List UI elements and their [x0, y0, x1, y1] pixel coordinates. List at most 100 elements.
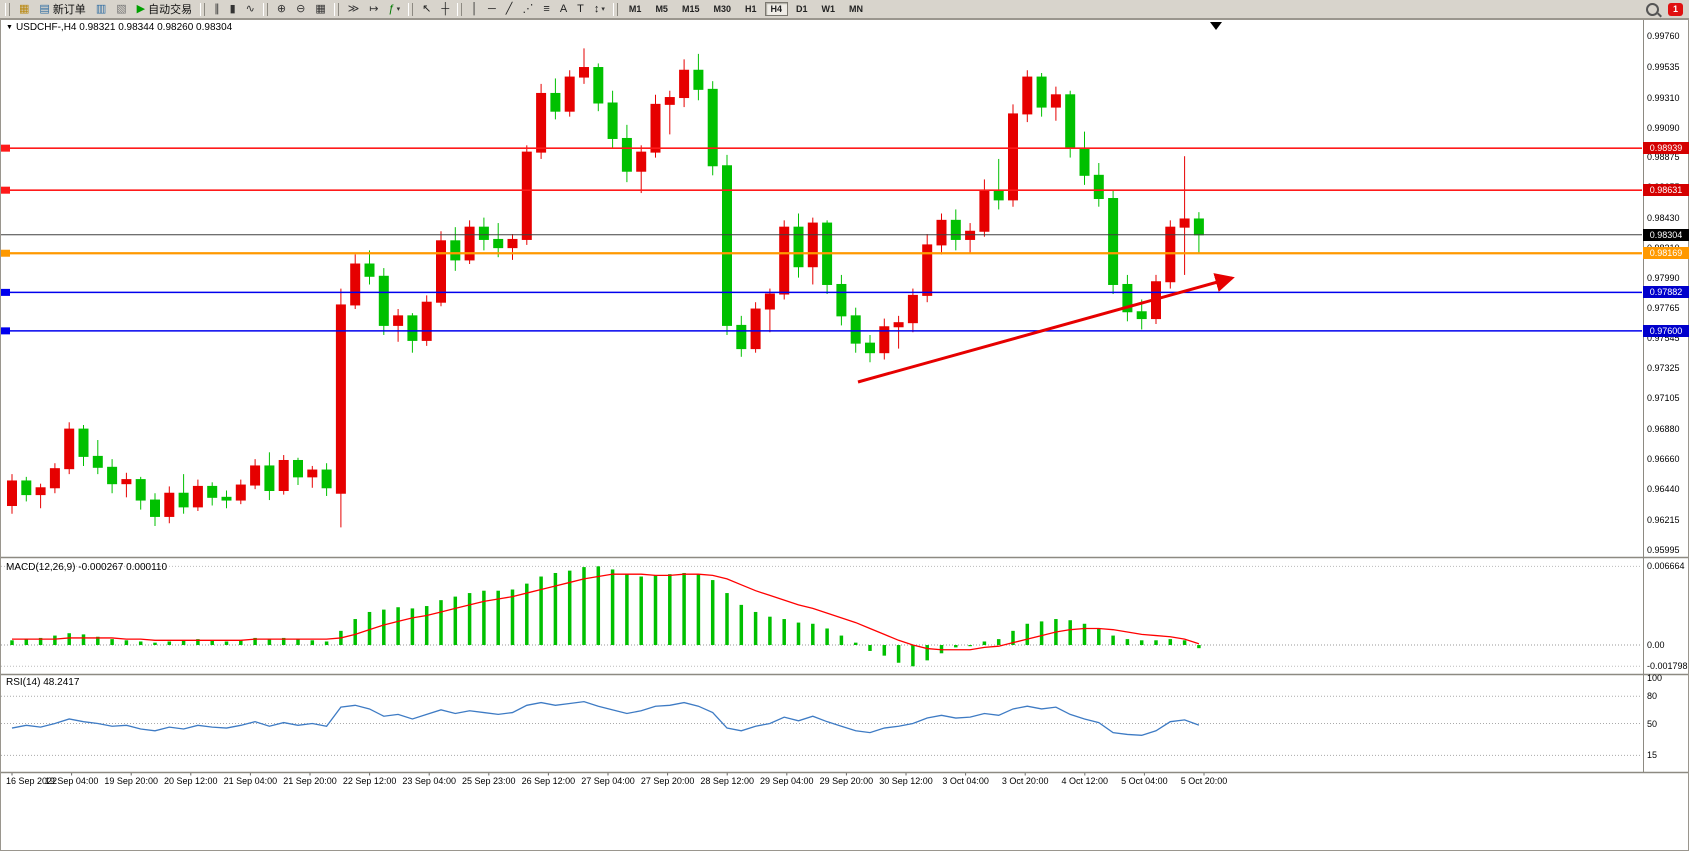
rsi-scale-label: 50 — [1647, 718, 1658, 729]
line-chart-button[interactable]: ∿ — [242, 0, 259, 19]
timeframe-h4-button[interactable]: H4 — [764, 2, 789, 16]
candle-body — [636, 151, 647, 172]
candle-body — [693, 69, 704, 90]
zoom-out-button[interactable]: ⊖ — [292, 0, 309, 19]
macd-histogram-bar — [81, 634, 86, 646]
macd-histogram-bar — [582, 567, 586, 646]
trend-arrow — [857, 273, 1235, 384]
candle-body — [922, 244, 933, 296]
text-icon: A — [559, 2, 568, 15]
macd-histogram-bar — [239, 640, 243, 646]
candle-body — [78, 428, 89, 457]
timeframe-m5-button[interactable]: M5 — [655, 4, 668, 14]
zoom-in-button[interactable]: ⊕ — [273, 0, 290, 19]
candle-body — [707, 88, 718, 167]
macd-scale-label: 0.00 — [1647, 640, 1665, 651]
vertical-line-button[interactable]: │ — [467, 0, 482, 19]
indicators-button[interactable]: ƒ ▾ — [384, 0, 404, 19]
macd-histogram-bar — [625, 574, 629, 646]
cursor-button[interactable]: ↖ — [418, 0, 435, 19]
price-tick: 0.96880 — [1647, 424, 1680, 435]
macd-scale-label: 0.006664 — [1647, 561, 1685, 572]
timeframe-d1-button[interactable]: D1 — [796, 4, 808, 14]
search-button[interactable] — [1642, 0, 1663, 19]
candle-body — [679, 69, 690, 99]
bar-chart-icon: ∥ — [214, 2, 220, 15]
text-button[interactable]: A — [556, 0, 571, 19]
bar-chart-button[interactable]: ∥ — [210, 0, 224, 19]
time-axis-label: 30 Sep 12:00 — [879, 776, 933, 786]
macd-histogram-bar — [196, 639, 200, 646]
macd-histogram-bar — [639, 576, 643, 646]
timeframe-m30-button[interactable]: M30 — [713, 4, 731, 14]
macd-histogram-bar — [281, 637, 286, 646]
navigator-button[interactable]: ▧ — [112, 0, 130, 19]
macd-histogram-bar — [710, 580, 715, 646]
timeframe-m15-button[interactable]: M15 — [681, 4, 700, 14]
candle-body — [1008, 113, 1018, 201]
candlestick-chart-icon: ▮ — [229, 2, 236, 15]
cursor-icon: ↖ — [422, 2, 432, 15]
crosshair-button[interactable]: ┼ — [437, 0, 453, 19]
macd-histogram-bar — [753, 611, 758, 646]
candle-body — [407, 315, 418, 341]
bid-price-badge: 0.98304 — [1643, 228, 1689, 241]
timeframe-mn-button[interactable]: MN — [849, 4, 864, 14]
new-chart-button[interactable]: ▦ — [15, 0, 33, 19]
trendline-button[interactable]: ╱ — [502, 0, 517, 19]
chart-canvas[interactable] — [0, 19, 1689, 851]
fibonacci-button[interactable]: ≡ — [539, 0, 553, 19]
charts-button[interactable]: ▥ — [92, 0, 110, 19]
price-tick: 0.99090 — [1647, 122, 1680, 133]
time-axis-label: 27 Sep 20:00 — [640, 776, 695, 786]
new-order-button[interactable]: ▤ 新订单 — [35, 0, 89, 19]
candle-body — [164, 492, 175, 517]
macd-histogram-bar — [296, 639, 300, 646]
candle-body — [579, 67, 589, 78]
candle-body — [793, 226, 804, 268]
macd-histogram-bar — [1068, 620, 1072, 646]
chart-menu-icon[interactable]: ▼ — [6, 24, 13, 31]
price-tick: 0.96215 — [1647, 514, 1680, 525]
tile-windows-button[interactable]: ▦ — [311, 0, 329, 19]
price-level-left-tag — [1, 144, 10, 152]
text-label-button[interactable]: T — [573, 0, 588, 19]
candle-body — [879, 326, 890, 354]
candlestick-chart-button[interactable]: ▮ — [226, 0, 240, 19]
macd-histogram-bar — [467, 593, 472, 646]
time-axis-label: 19 Sep 20:00 — [104, 776, 158, 786]
magnifier-icon — [1646, 2, 1659, 16]
candle-body — [1093, 174, 1104, 200]
auto-trading-button[interactable]: ▶ 自动交易 — [133, 0, 196, 19]
macd-histogram-bar — [24, 639, 29, 646]
price-level-badge: 0.98169 — [1643, 247, 1689, 260]
candle-body — [7, 480, 17, 507]
rsi-scale-label: 80 — [1647, 691, 1658, 702]
horizontal-line-button[interactable]: ─ — [484, 0, 500, 19]
toolbar-grip — [408, 2, 414, 16]
rsi-scale-label: 100 — [1647, 673, 1663, 683]
toolbar-grip — [333, 2, 339, 16]
equidistant-channel-button[interactable]: ⋰ — [518, 0, 537, 19]
auto-scroll-button[interactable]: ≫ — [344, 0, 364, 19]
candle-body — [807, 222, 818, 268]
time-axis-label: 3 Oct 04:00 — [942, 776, 989, 786]
macd-histogram-bar — [567, 570, 572, 646]
timeframe-h1-button[interactable]: H1 — [744, 4, 757, 14]
price-tick: 0.97325 — [1647, 363, 1680, 374]
candle-body — [221, 496, 232, 501]
price-level-badge: 0.97882 — [1643, 286, 1689, 299]
timeframe-w1-button[interactable]: W1 — [821, 4, 836, 14]
price-tick: 0.97765 — [1647, 303, 1680, 314]
notification-badge[interactable]: 1 — [1668, 2, 1683, 16]
candle-body — [250, 465, 261, 486]
candle-body — [836, 283, 847, 317]
macd-histogram-bar — [925, 645, 929, 661]
arrows-button[interactable]: ↕ ▾ — [590, 0, 609, 19]
candle-body — [64, 428, 75, 470]
candle-body — [293, 459, 303, 478]
macd-histogram-bar — [510, 589, 515, 646]
timeframe-m1-button[interactable]: M1 — [628, 4, 642, 14]
chart-shift-button[interactable]: ↦ — [365, 0, 382, 19]
candle-body — [192, 485, 203, 508]
